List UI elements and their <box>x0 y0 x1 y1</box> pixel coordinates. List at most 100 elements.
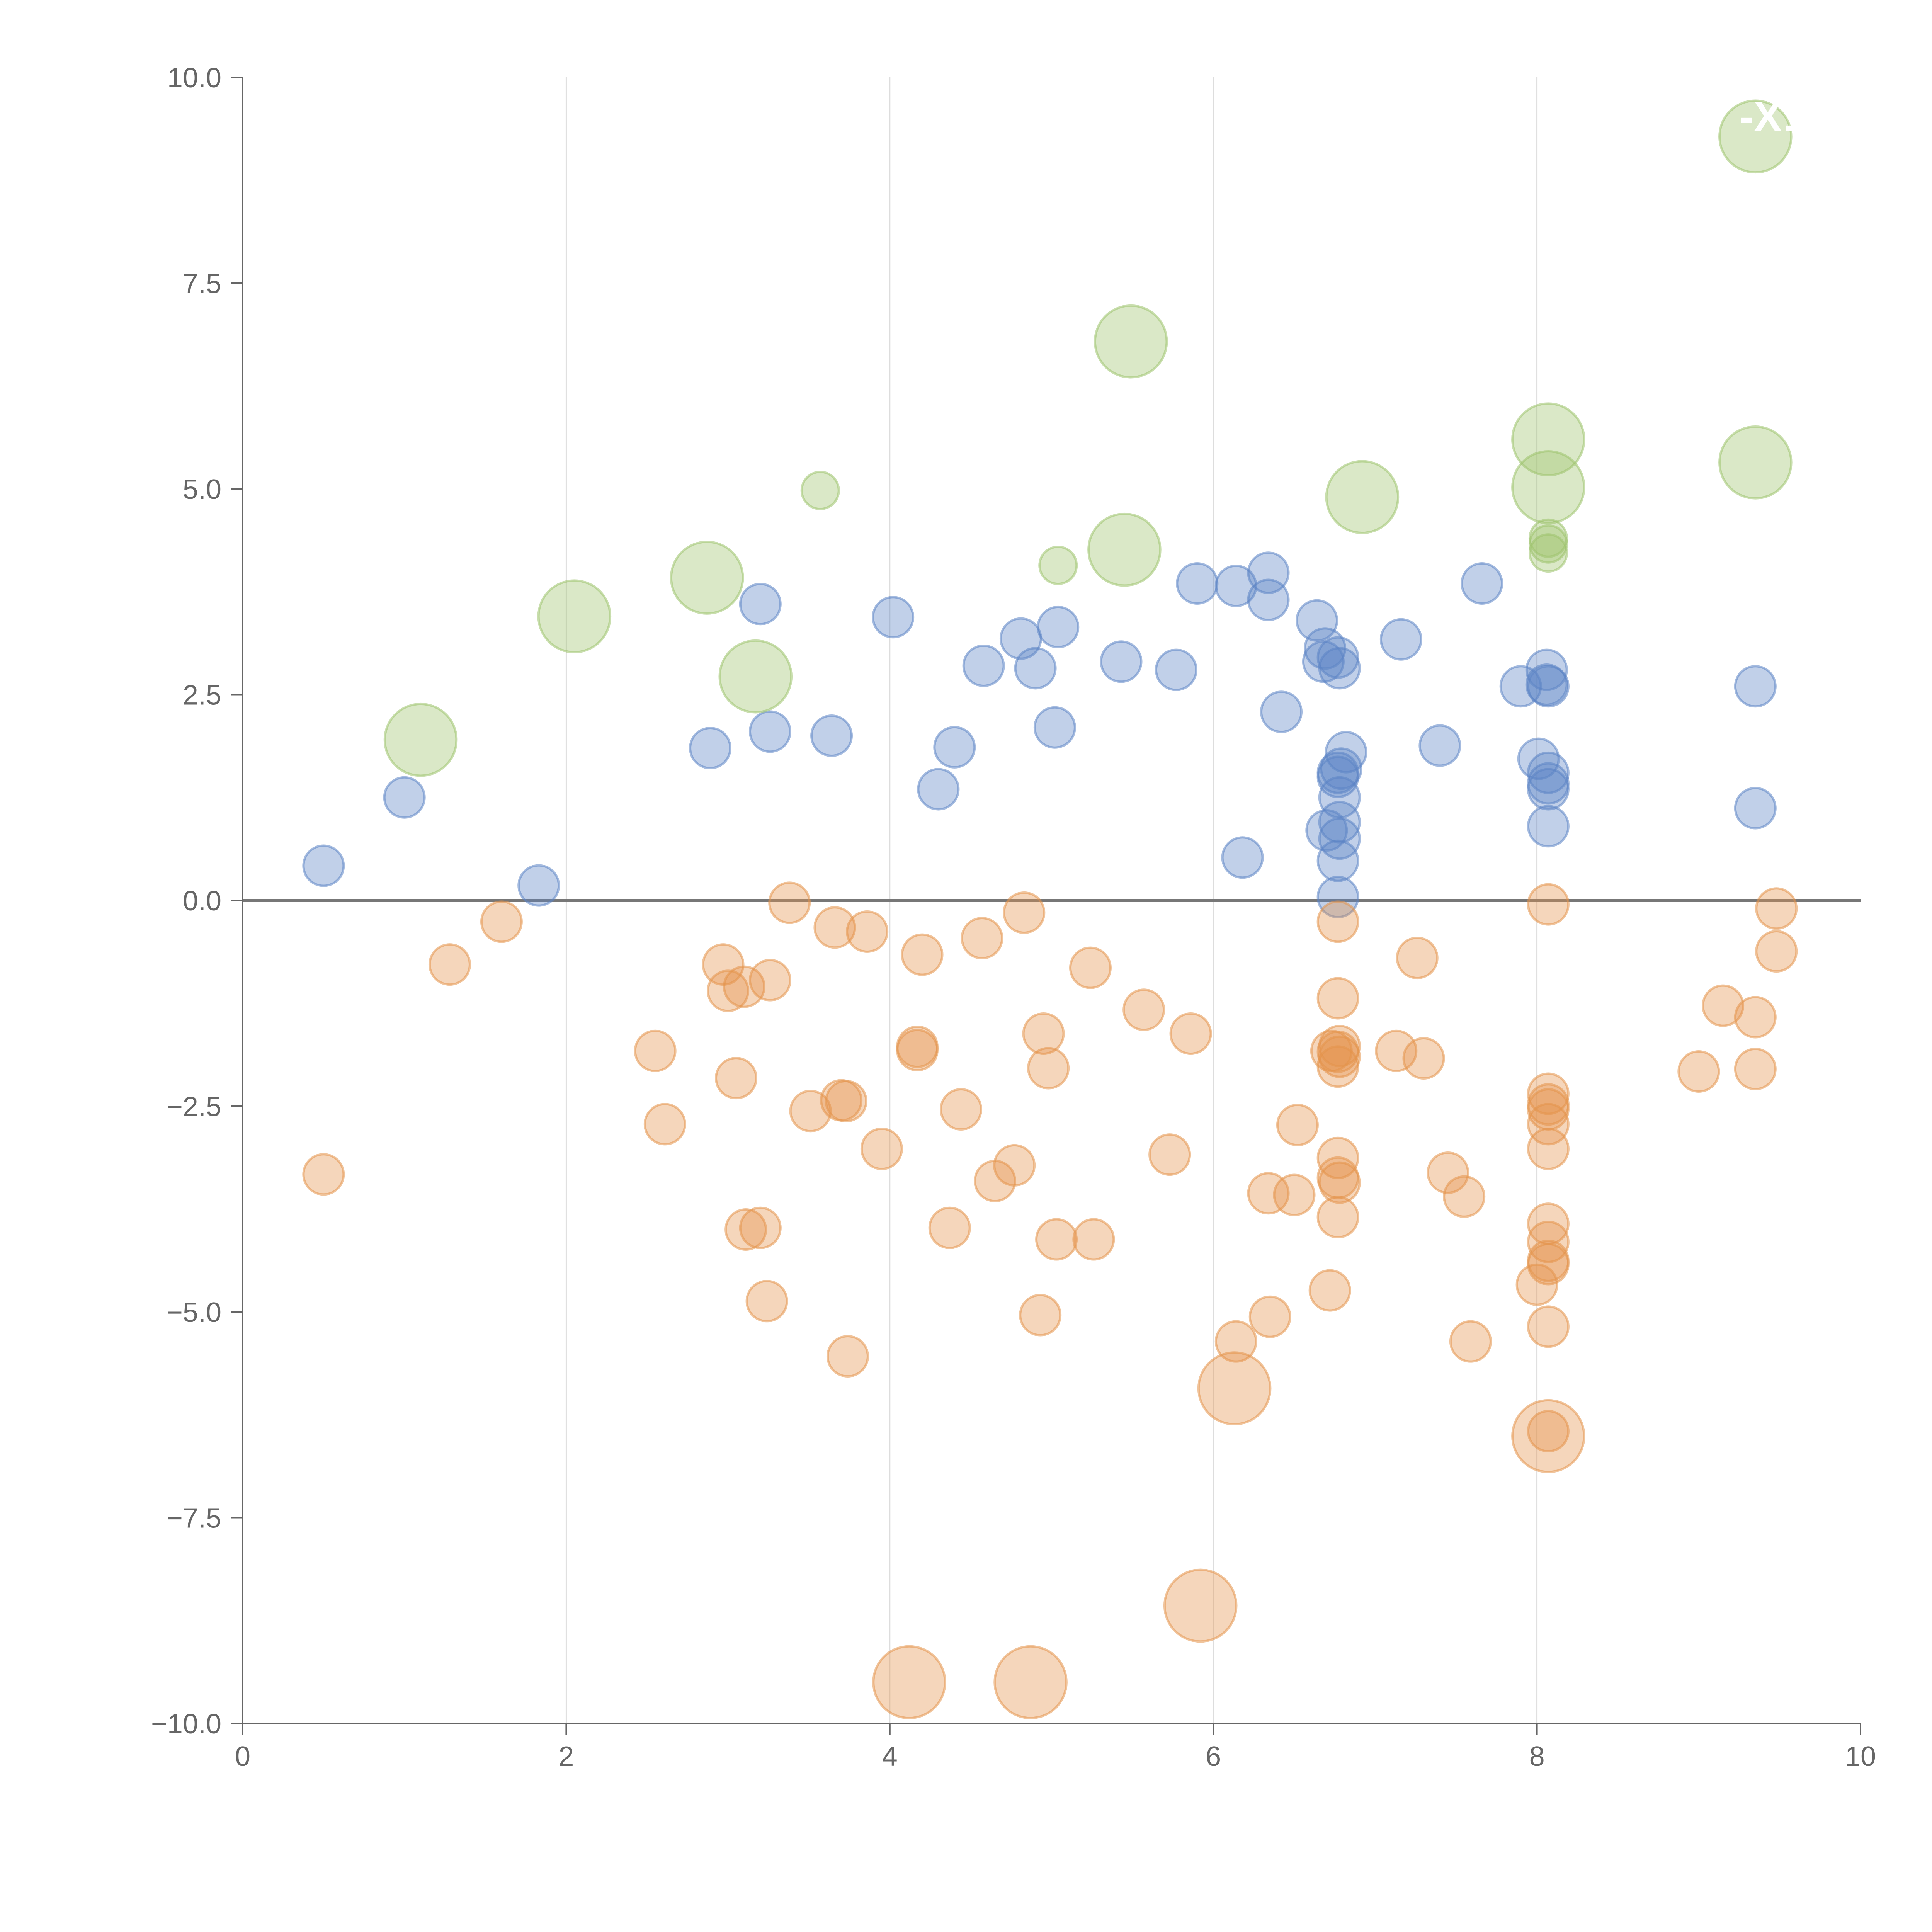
green-point <box>800 471 840 510</box>
orange-point <box>1734 1048 1777 1090</box>
blue-point <box>1527 665 1570 708</box>
green-point <box>1718 425 1793 500</box>
orange-point <box>1402 1037 1445 1080</box>
blue-point <box>1525 648 1568 691</box>
orange-point <box>1035 1218 1078 1261</box>
green-point <box>537 579 612 653</box>
blue-point <box>1734 665 1777 708</box>
orange-point <box>1527 883 1570 926</box>
orange-point <box>1022 1012 1065 1055</box>
green-point <box>670 541 744 615</box>
blue-point <box>302 844 345 887</box>
orange-point <box>928 1206 971 1249</box>
blue-point <box>1221 836 1264 879</box>
orange-point <box>1003 891 1046 934</box>
y-tick-label: −7.5 <box>167 1503 221 1534</box>
orange-point <box>1527 1220 1570 1263</box>
orange-point <box>1527 1128 1570 1170</box>
orange-large-point <box>1163 1568 1238 1643</box>
orange-point <box>993 1144 1036 1187</box>
x-tick-label: 0 <box>235 1741 250 1772</box>
blue-point <box>1214 565 1257 607</box>
orange-point <box>1308 1269 1351 1312</box>
orange-point <box>768 881 811 924</box>
orange-point <box>1396 937 1439 980</box>
x-tick-label: 2 <box>558 1741 574 1772</box>
green-point <box>1094 304 1168 379</box>
blue-point <box>1260 690 1303 733</box>
orange-point <box>1248 1295 1291 1338</box>
blue-point <box>1037 605 1080 648</box>
blue-point <box>810 714 853 757</box>
x-tick-label: 10 <box>1845 1741 1876 1772</box>
orange-point <box>1316 1196 1359 1239</box>
orange-point <box>826 1335 869 1378</box>
blue-point <box>1247 578 1290 621</box>
orange-point <box>724 1208 767 1251</box>
y-tick-label: −10.0 <box>151 1709 221 1740</box>
green-point <box>718 639 793 714</box>
blue-point <box>1320 747 1362 790</box>
blue-point <box>1014 647 1057 690</box>
x-tick-label: 6 <box>1206 1741 1221 1772</box>
orange-point <box>1310 1029 1353 1072</box>
orange-large-point <box>993 1645 1068 1719</box>
orange-point <box>1318 1161 1361 1204</box>
blue-point <box>1734 787 1777 830</box>
orange-point <box>1169 1012 1212 1055</box>
orange-point <box>1427 1151 1469 1194</box>
blue-point <box>1527 805 1570 848</box>
blue-point <box>739 583 782 626</box>
orange-point <box>1443 1175 1486 1218</box>
orange-point <box>428 943 471 986</box>
orange-point <box>707 969 750 1012</box>
orange-point <box>1214 1320 1257 1363</box>
orange-point <box>1072 1218 1115 1261</box>
orange-point <box>1515 1263 1558 1306</box>
green-point <box>1511 450 1585 524</box>
orange-point <box>745 1280 788 1323</box>
blue-point <box>1461 562 1503 605</box>
orange-point <box>813 906 856 949</box>
blue-point <box>1525 663 1568 706</box>
orange-point <box>1273 1173 1316 1216</box>
orange-point <box>1755 887 1798 930</box>
blue-point <box>1033 706 1076 749</box>
orange-point <box>1316 900 1359 943</box>
orange-large-point <box>872 1645 946 1719</box>
orange-large-point <box>1511 1399 1585 1473</box>
orange-point <box>1755 930 1798 973</box>
blue-point <box>1316 636 1359 679</box>
annotation-label: -X: <box>1740 93 1796 141</box>
y-tick-label: 10.0 <box>167 63 221 94</box>
green-point <box>1038 546 1078 585</box>
orange-point <box>1069 946 1112 989</box>
orange-point <box>1122 988 1165 1031</box>
green-point <box>383 702 458 777</box>
orange-point <box>1527 1243 1570 1286</box>
orange-point <box>1527 1103 1570 1146</box>
x-tick-label: 4 <box>882 1741 898 1772</box>
blue-point <box>1325 731 1367 774</box>
blue-point <box>872 596 915 639</box>
blue-point <box>517 864 560 907</box>
green-point <box>1528 524 1568 564</box>
orange-point <box>1527 1410 1570 1452</box>
blue-point <box>1100 640 1143 683</box>
orange-point <box>860 1128 903 1170</box>
orange-point <box>896 1026 939 1068</box>
blue-point <box>962 644 1005 687</box>
orange-point <box>1677 1050 1720 1093</box>
orange-point <box>1702 984 1745 1027</box>
orange-point <box>1527 1072 1570 1115</box>
orange-large-point <box>1197 1351 1272 1425</box>
blue-point <box>1527 768 1570 811</box>
axes: 0 2 4 6 8 10 −10.0 −7.5 −5.0 −2.5 0.0 2.5 5.0 7.5 10.0 <box>151 63 1876 1772</box>
y-tick-label: 2.5 <box>183 680 221 711</box>
orange-point <box>1449 1320 1492 1363</box>
orange-point <box>846 910 889 953</box>
y-tick-label: −5.0 <box>167 1297 221 1328</box>
orange-point <box>1316 977 1359 1020</box>
blue-point <box>1316 839 1359 882</box>
blue-point <box>1176 562 1219 605</box>
